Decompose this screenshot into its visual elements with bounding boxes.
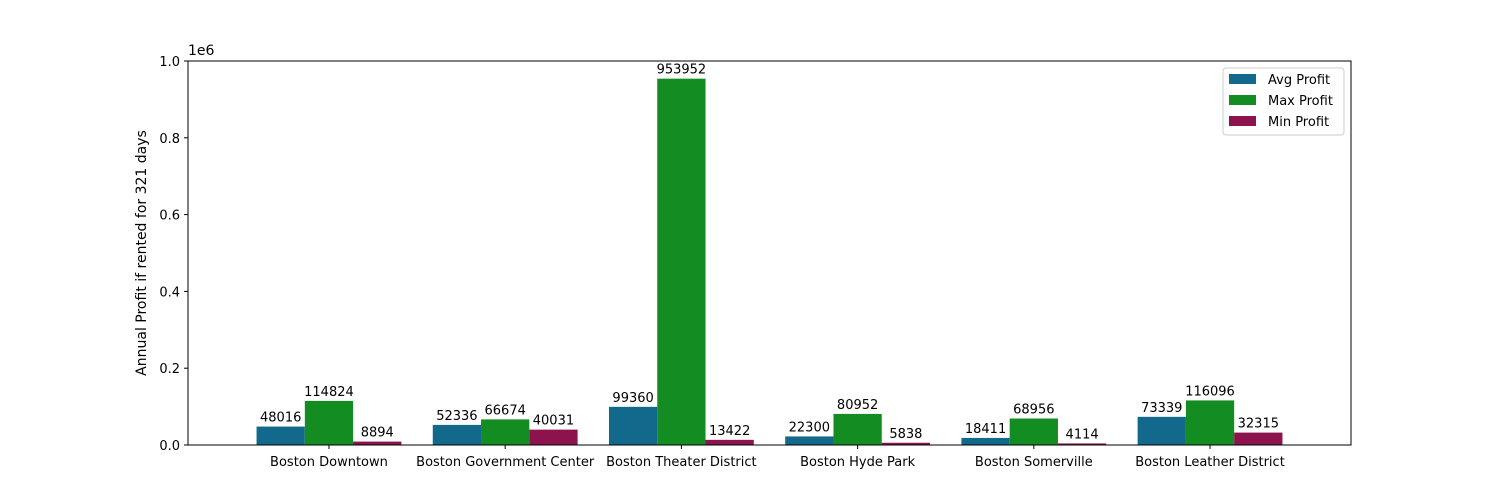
y-offset-text: 1e6	[188, 43, 215, 59]
x-axis: Boston Downtown Boston Government Center B…	[270, 445, 1285, 470]
bar-value-label: 116096	[1185, 384, 1235, 399]
bar	[304, 400, 354, 445]
bar	[961, 437, 1010, 445]
y-axis: 0.0 0.2 0.4 0.6 0.8 1.0	[159, 55, 188, 454]
y-axis-label: Annual Profit if rented for 321 days	[134, 130, 150, 376]
y-tick-label: 0.6	[159, 209, 180, 224]
x-tick-label: Boston Hyde Park	[800, 455, 915, 470]
legend-swatch	[1229, 95, 1256, 105]
x-tick-label: Boston Theater District	[606, 455, 756, 470]
bar	[481, 419, 530, 445]
bar	[1185, 400, 1235, 445]
bar-value-label: 73339	[1141, 401, 1182, 416]
bar	[1057, 443, 1107, 445]
bar	[256, 426, 305, 445]
bar-value-label: 40031	[533, 414, 574, 429]
bar	[1009, 418, 1058, 445]
bar-value-label: 80952	[837, 398, 878, 413]
bar-value-label: 68956	[1013, 403, 1054, 418]
bar	[1234, 432, 1283, 445]
bar-value-label: 8894	[361, 426, 394, 441]
plot-area-frame	[187, 60, 1352, 446]
legend-label: Max Profit	[1268, 94, 1333, 109]
y-tick-label: 0.2	[159, 362, 180, 377]
x-tick-label: Boston Downtown	[270, 455, 388, 470]
y-tick-label: 0.8	[159, 132, 180, 147]
bar	[881, 442, 931, 445]
bar	[529, 429, 578, 445]
bar-value-label: 4114	[1066, 427, 1099, 442]
bar	[657, 78, 706, 445]
bar-value-label: 5838	[889, 427, 922, 442]
bar-value-label: 52336	[436, 409, 477, 424]
legend-label: Min Profit	[1268, 115, 1329, 130]
bar	[608, 406, 658, 445]
legend-swatch	[1229, 74, 1256, 84]
bar-value-label: 114824	[304, 385, 354, 400]
bar	[705, 439, 754, 445]
bar-value-label: 99360	[612, 391, 653, 406]
x-tick-label: Boston Leather District	[1135, 455, 1285, 470]
bar	[432, 424, 482, 445]
bar-value-label: 48016	[260, 411, 301, 426]
x-tick-label: Boston Somerville	[975, 455, 1093, 470]
bar-value-label: 22300	[789, 420, 830, 435]
y-tick-label: 0.0	[159, 439, 180, 454]
legend-swatch	[1229, 116, 1256, 126]
bar-value-label: 953952	[657, 63, 707, 78]
x-tick-label: Boston Government Center	[416, 455, 595, 470]
bar-value-label: 32315	[1238, 417, 1279, 432]
legend: Avg Profit Max Profit Min Profit	[1222, 67, 1345, 136]
y-tick-label: 1.0	[159, 55, 180, 70]
bar-value-label: 13422	[709, 424, 750, 439]
y-tick-label: 0.4	[159, 285, 180, 300]
bar-value-label: 66674	[485, 403, 526, 418]
bar	[833, 413, 882, 445]
bar	[785, 436, 834, 445]
bar-value-label: 18411	[965, 422, 1006, 437]
bars-group	[256, 78, 1283, 445]
bar	[353, 441, 402, 445]
legend-label: Avg Profit	[1268, 73, 1330, 88]
bar	[1137, 416, 1186, 445]
